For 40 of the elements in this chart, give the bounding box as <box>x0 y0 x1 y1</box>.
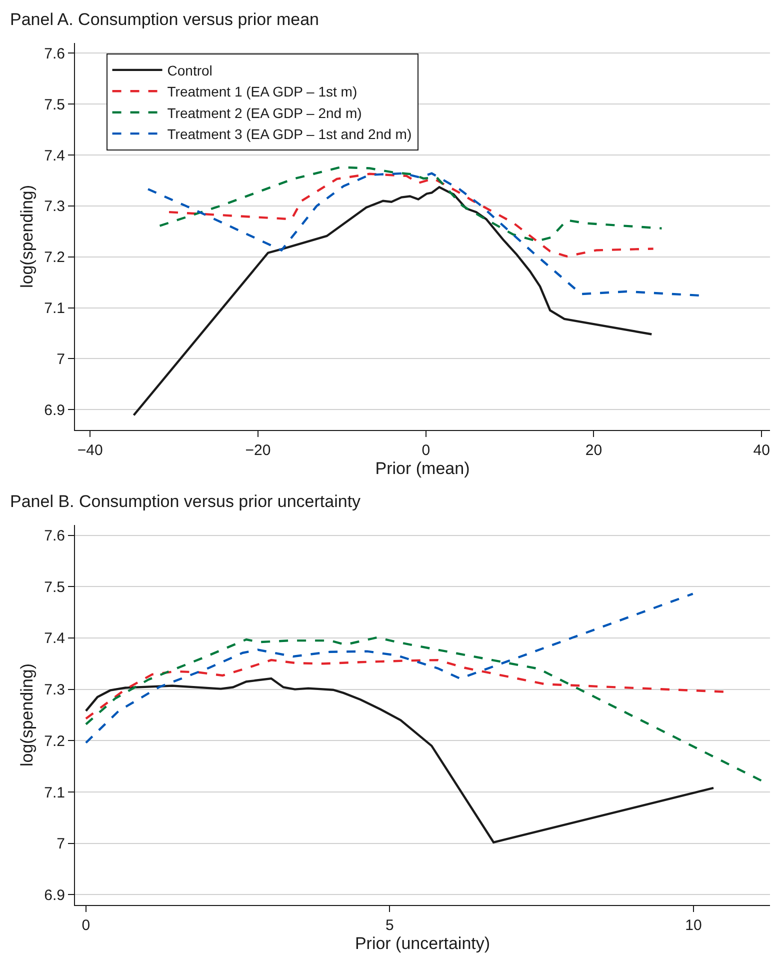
line-series <box>168 172 654 258</box>
x-tick-label: 20 <box>585 442 602 459</box>
x-tick-label: −20 <box>245 442 271 459</box>
x-tick-label: 40 <box>753 442 770 459</box>
x-axis-title: Prior (mean) <box>375 459 470 478</box>
y-tick-label: 7.4 <box>44 147 65 164</box>
y-tick-label: 7.2 <box>44 249 65 266</box>
x-tick-label: 5 <box>386 917 394 934</box>
legend-label: Treatment 1 (EA GDP – 1st m) <box>167 84 358 100</box>
line-series <box>158 166 663 242</box>
y-tick-label: 7.5 <box>44 96 65 114</box>
y-tick-label: 6.9 <box>44 886 65 904</box>
x-tick-label: 0 <box>82 917 90 934</box>
y-axis-title: log(spending) <box>18 663 37 767</box>
chart-title: Panel B. Consumption versus prior uncertainty <box>10 492 362 511</box>
x-tick-label: −40 <box>77 442 103 459</box>
x-tick-label: 0 <box>422 442 430 459</box>
y-tick-label: 7.3 <box>44 682 65 699</box>
chart-title: Panel A. Consumption versus prior mean <box>10 10 319 29</box>
y-tick-label: 7.2 <box>44 732 65 750</box>
x-tick-label: 10 <box>685 917 702 934</box>
legend-label: Control <box>167 62 212 78</box>
y-tick-label: 7.1 <box>44 784 65 802</box>
y-tick-label: 7.6 <box>44 45 65 62</box>
legend-label: Treatment 2 (EA GDP – 2nd m) <box>167 104 362 121</box>
y-axis-title: log(spending) <box>18 184 37 288</box>
y-tick-label: 6.9 <box>44 402 65 419</box>
x-axis-title: Prior (uncertainty) <box>354 934 490 953</box>
legend-label: Treatment 3 (EA GDP – 1st and 2nd m) <box>167 126 412 142</box>
y-tick-label: 7 <box>56 350 65 368</box>
line-series <box>84 636 763 782</box>
line-series <box>84 592 694 744</box>
y-tick-label: 7.3 <box>44 198 65 216</box>
y-tick-label: 7.4 <box>44 630 65 648</box>
y-tick-label: 7.6 <box>44 528 65 545</box>
y-tick-label: 7 <box>56 836 65 853</box>
line-series <box>84 677 715 844</box>
line-series <box>132 186 653 416</box>
y-tick-label: 7.1 <box>44 300 65 318</box>
y-tick-label: 7.5 <box>44 578 65 596</box>
